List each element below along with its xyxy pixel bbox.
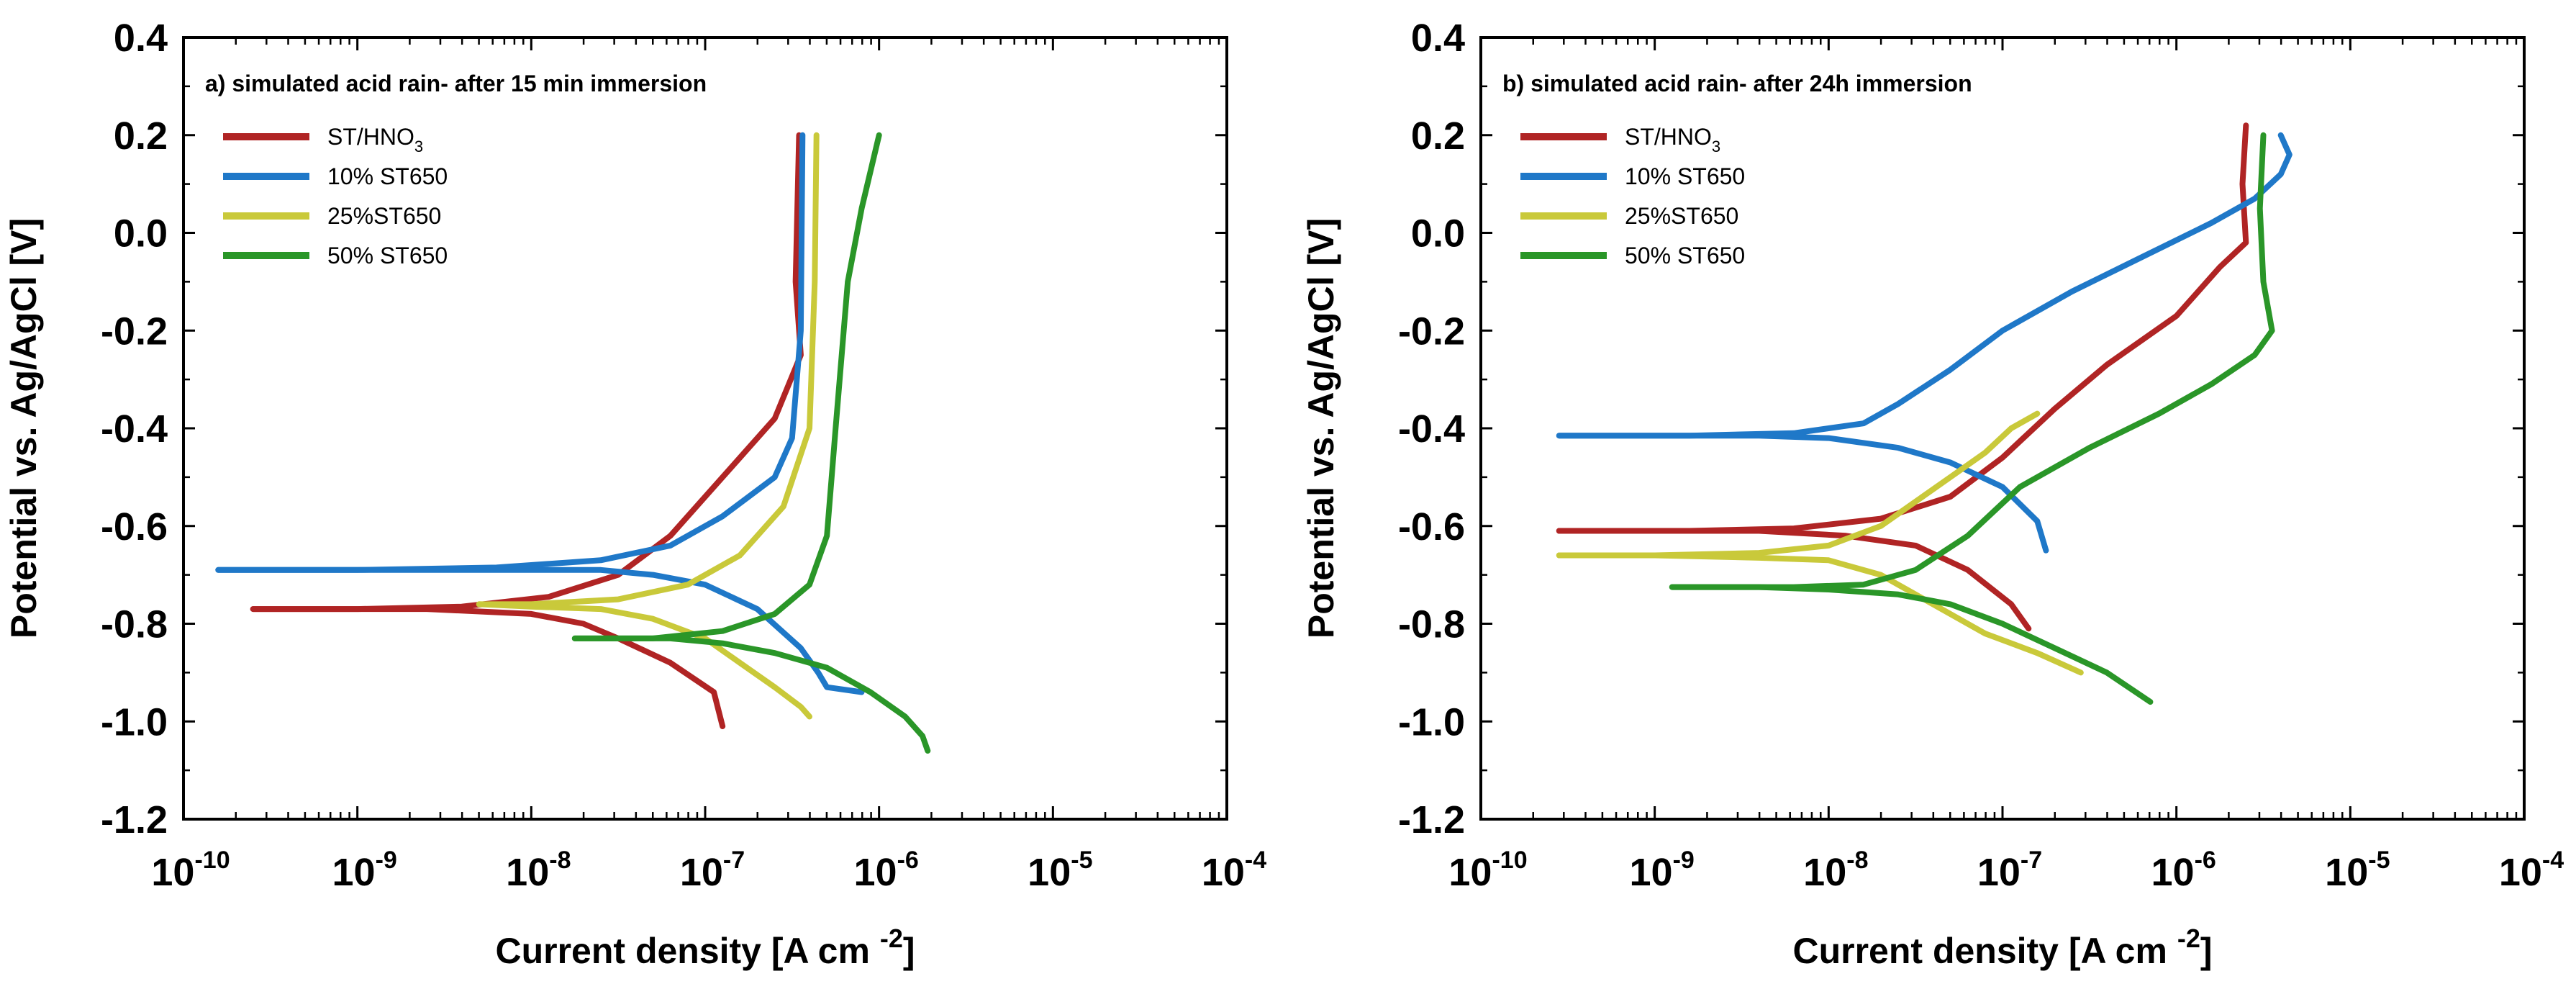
y-axis-title: Potential vs. Ag/AgCl [V] — [1301, 218, 1341, 638]
y-tick-label: -0.8 — [1398, 603, 1465, 646]
x-axis-title: Current density [A cm -2] — [495, 924, 915, 971]
series-line-10-st650-anodic — [1556, 132, 2292, 439]
y-tick-label: -0.6 — [101, 505, 168, 549]
x-tick-label: 10-9 — [332, 847, 397, 894]
series-line-25-st650-cathodic — [476, 601, 812, 720]
y-tick-label: 0.2 — [114, 114, 168, 158]
y-tick-label: -1.0 — [1398, 700, 1465, 744]
legend-label: 10% ST650 — [1625, 163, 1745, 189]
y-tick-label: -0.4 — [101, 407, 168, 451]
panel-title: a) simulated acid rain- after 15 min imm… — [205, 71, 707, 96]
y-tick-label: -1.0 — [101, 700, 168, 744]
y-axis-title: Potential vs. Ag/AgCl [V] — [4, 218, 44, 638]
x-tick-label: 10-6 — [854, 847, 919, 894]
series-line-10-st650-anodic — [215, 132, 806, 573]
x-tick-label: 10-8 — [1803, 847, 1868, 894]
x-tick-label: 10-8 — [506, 847, 571, 894]
legend-label: 50% ST650 — [1625, 243, 1745, 268]
legend-label: 25%ST650 — [1625, 203, 1738, 229]
legend-label: ST/HNO3 — [1625, 124, 1720, 155]
legend-label: ST/HNO3 — [327, 124, 423, 155]
legend-label: 50% ST650 — [327, 243, 448, 268]
x-tick-label: 10-10 — [1448, 847, 1527, 894]
y-tick-label: 0.0 — [1411, 212, 1465, 256]
series-line-50-st650-cathodic — [571, 635, 931, 754]
chart-panel-b: 0.4 0.2 0.0 -0.2 -0.4 -0.6 -0.8 -1.0 -1.2 10-10 10… — [1301, 17, 2564, 971]
x-axis-title: Current density [A cm -2] — [1792, 924, 2212, 971]
y-tick-label: 0.4 — [114, 17, 168, 60]
legend-label: 25%ST650 — [327, 203, 441, 229]
y-tick-label: 0.2 — [1411, 114, 1465, 158]
x-tick-label: 10-7 — [680, 847, 745, 894]
series-line-25-st650-anodic — [1556, 410, 2041, 559]
series-line-st-hno-cathodic — [1556, 528, 2032, 632]
legend-label: 10% ST650 — [327, 163, 448, 189]
y-tick-label: -0.2 — [1398, 310, 1465, 353]
x-tick-label: 10-5 — [2325, 847, 2390, 894]
series-line-st-hno-cathodic — [250, 606, 726, 729]
series-line-50-st650-cathodic — [1669, 584, 2154, 705]
x-tick-label: 10-6 — [2151, 847, 2216, 894]
x-tick-label: 10-5 — [1028, 847, 1092, 894]
y-tick-label: -1.2 — [101, 798, 168, 841]
x-tick-label: 10-4 — [1202, 847, 1266, 894]
y-tick-label: -0.4 — [1398, 407, 1465, 451]
series-line-st-hno-anodic — [1556, 122, 2249, 534]
series-line-50-st650-anodic — [571, 132, 882, 641]
series-line-25-st650-cathodic — [1556, 552, 2084, 676]
x-tick-label: 10-7 — [1977, 847, 2042, 894]
y-tick-label: -0.6 — [1398, 505, 1465, 549]
y-tick-label: -1.2 — [1398, 798, 1465, 841]
series-line-10-st650-cathodic — [215, 567, 865, 695]
y-tick-label: 0.4 — [1411, 17, 1465, 60]
series-line-25-st650-anodic — [476, 132, 820, 608]
series-line-50-st650-anodic — [1669, 132, 2275, 590]
x-tick-label: 10-10 — [151, 847, 230, 894]
y-tick-label: 0.0 — [114, 212, 168, 256]
plot-frame — [182, 36, 1228, 821]
y-tick-label: -0.2 — [101, 310, 168, 353]
plot-frame — [1479, 36, 2526, 821]
chart-panel-a: 0.4 0.2 0.0 -0.2 -0.4 -0.6 -0.8 -1.0 -1.2 10-10 10… — [4, 17, 1266, 971]
x-tick-label: 10-9 — [1630, 847, 1695, 894]
y-tick-label: -0.8 — [101, 603, 168, 646]
panel-title: b) simulated acid rain- after 24h immers… — [1502, 71, 1972, 96]
x-tick-label: 10-4 — [2499, 847, 2564, 894]
